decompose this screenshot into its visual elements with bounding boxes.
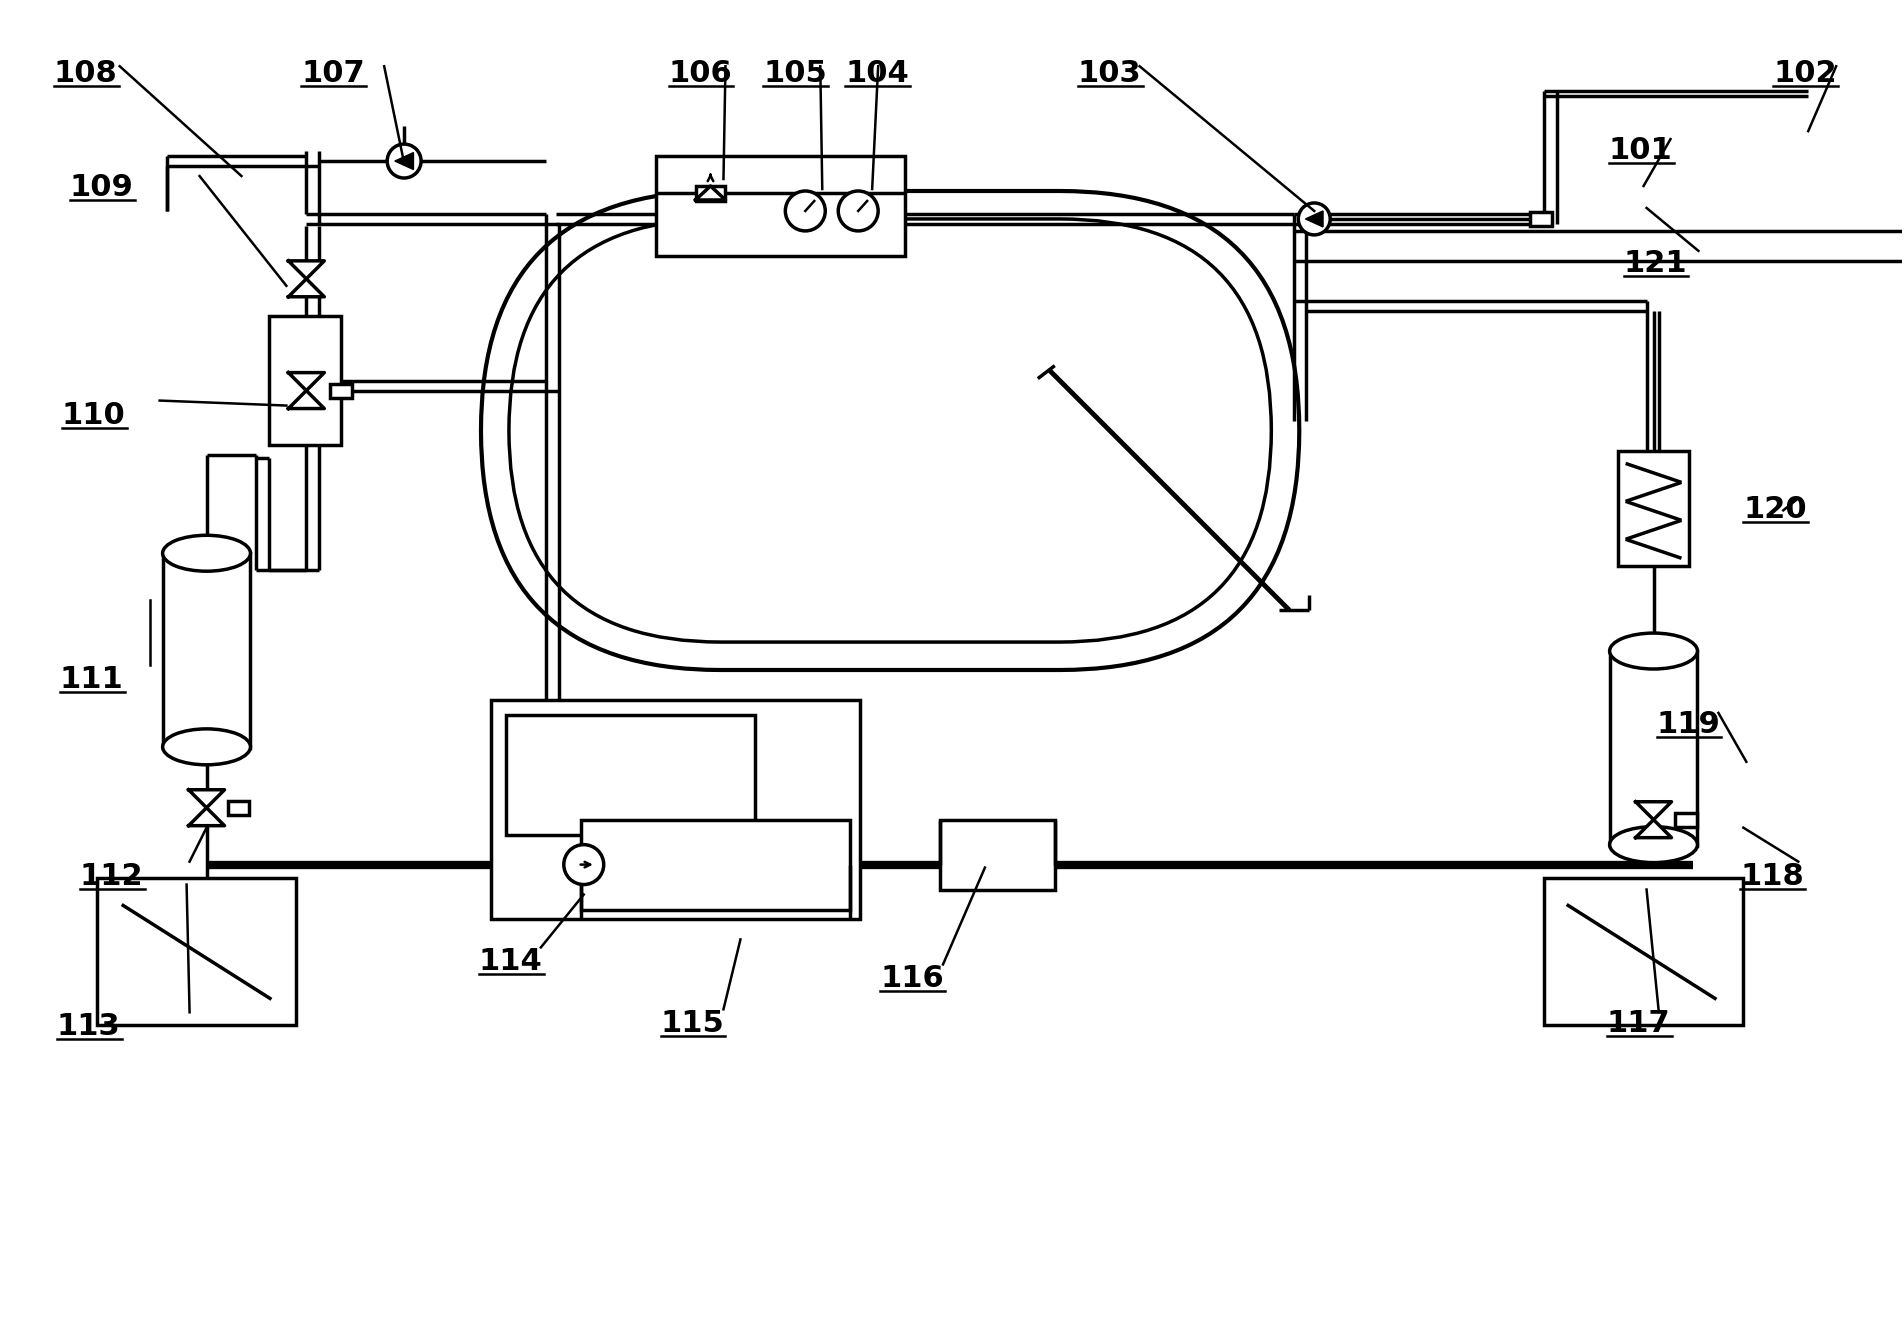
Text: 104: 104: [845, 59, 908, 89]
Text: 119: 119: [1656, 710, 1721, 739]
Circle shape: [387, 144, 421, 178]
Polygon shape: [288, 260, 324, 279]
Polygon shape: [394, 153, 413, 169]
Bar: [329, 384, 352, 397]
Bar: [941, 820, 1055, 890]
Bar: [97, 878, 297, 1025]
Text: 121: 121: [1624, 248, 1687, 278]
Bar: [1544, 878, 1744, 1025]
Bar: [268, 315, 341, 446]
Text: 108: 108: [53, 59, 118, 89]
Ellipse shape: [1609, 827, 1698, 863]
Polygon shape: [1306, 211, 1323, 227]
Text: 116: 116: [880, 965, 944, 993]
Circle shape: [784, 191, 824, 231]
Text: 111: 111: [59, 666, 124, 694]
FancyBboxPatch shape: [508, 219, 1272, 641]
Bar: [1676, 813, 1698, 827]
Text: 118: 118: [1740, 862, 1805, 891]
Text: 102: 102: [1773, 59, 1837, 89]
Ellipse shape: [162, 535, 251, 572]
Polygon shape: [1636, 801, 1672, 820]
Circle shape: [1299, 203, 1331, 235]
Text: 113: 113: [57, 1012, 120, 1041]
Text: 103: 103: [1078, 59, 1140, 89]
Text: 106: 106: [668, 59, 733, 89]
Polygon shape: [695, 187, 725, 200]
Polygon shape: [288, 373, 324, 391]
Bar: [227, 801, 249, 815]
Text: 114: 114: [480, 947, 543, 977]
Circle shape: [564, 844, 604, 884]
Ellipse shape: [162, 729, 251, 765]
Bar: [655, 156, 904, 256]
Text: 112: 112: [80, 862, 143, 891]
Polygon shape: [288, 391, 324, 408]
Bar: [491, 701, 861, 919]
Text: 115: 115: [661, 1009, 724, 1039]
Bar: [581, 820, 851, 910]
Bar: [1609, 651, 1698, 845]
Text: 109: 109: [70, 173, 133, 203]
Bar: [800, 224, 832, 246]
Text: 110: 110: [61, 400, 126, 429]
Bar: [695, 187, 725, 201]
Text: 101: 101: [1609, 136, 1672, 165]
Bar: [506, 715, 756, 835]
Polygon shape: [288, 279, 324, 297]
Polygon shape: [1636, 820, 1672, 837]
Text: 120: 120: [1744, 495, 1807, 525]
Text: 107: 107: [301, 59, 366, 89]
FancyBboxPatch shape: [482, 191, 1299, 670]
Ellipse shape: [1609, 633, 1698, 670]
Bar: [1529, 212, 1552, 225]
Bar: [162, 553, 251, 747]
Polygon shape: [188, 808, 225, 825]
Bar: [1618, 451, 1689, 566]
Text: 105: 105: [764, 59, 826, 89]
Circle shape: [838, 191, 878, 231]
Text: 117: 117: [1607, 1009, 1670, 1039]
Polygon shape: [188, 789, 225, 808]
